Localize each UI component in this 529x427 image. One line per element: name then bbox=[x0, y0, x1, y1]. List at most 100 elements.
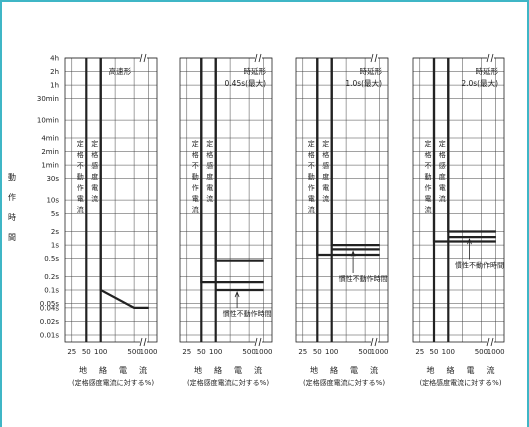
y-tick-label: 5s bbox=[51, 210, 59, 218]
type-label: 2.0s(最大) bbox=[461, 78, 498, 88]
type-label: 時延形 bbox=[476, 66, 499, 76]
x-tick-label: 50 bbox=[197, 348, 206, 356]
vertical-label-char: 定 bbox=[192, 139, 199, 148]
y-tick-label: 10min bbox=[37, 117, 59, 125]
x-tick-label: 50 bbox=[430, 348, 439, 356]
annotation-label: 慣性不動作時間 bbox=[223, 309, 272, 318]
axis-break-gap bbox=[140, 338, 147, 346]
vertical-label-char: 電 bbox=[322, 184, 329, 192]
vertical-label-char: 定 bbox=[439, 139, 446, 148]
x-axis-title-char: 電 bbox=[119, 366, 127, 375]
vertical-label-char: 流 bbox=[322, 194, 329, 203]
axis-break-mark bbox=[486, 337, 494, 347]
axis-break-gap bbox=[255, 338, 262, 346]
x-tick-label: 25 bbox=[67, 348, 76, 356]
y-tick-label: 10s bbox=[46, 197, 59, 205]
vertical-label-char: 度 bbox=[322, 172, 329, 181]
vertical-label-char: 格 bbox=[91, 150, 98, 159]
y-tick-label: 2s bbox=[51, 228, 59, 236]
axis-break-mark bbox=[254, 337, 262, 347]
panel-border bbox=[64, 57, 158, 343]
vertical-label-char: 定 bbox=[425, 139, 432, 148]
vertical-label-char: 動 bbox=[425, 172, 432, 181]
x-axis-subtitle: (定格感度電流に対する%) bbox=[303, 378, 385, 387]
vertical-label-char: 流 bbox=[206, 194, 213, 203]
type-label: 時延形 bbox=[360, 66, 383, 76]
x-tick-label: 500 bbox=[475, 348, 488, 356]
vertical-label-char: 電 bbox=[91, 184, 98, 192]
annotation-label: 慣性不動作時間 bbox=[455, 261, 504, 270]
axis-break-mark bbox=[486, 53, 494, 63]
vertical-label-char: 度 bbox=[206, 172, 213, 181]
x-tick-label: 1000 bbox=[371, 348, 389, 356]
x-axis-title-char: 地 bbox=[427, 365, 435, 375]
y-tick-label: 0.2s bbox=[44, 273, 59, 281]
axis-break-mark bbox=[254, 53, 262, 63]
x-axis-title-char: 電 bbox=[350, 366, 358, 375]
characteristic-line bbox=[200, 58, 264, 284]
x-tick-label: 100 bbox=[94, 348, 107, 356]
y-tick-label: 30s bbox=[46, 175, 59, 183]
vertical-label-char: 動 bbox=[308, 172, 315, 181]
x-axis-title-char: 流 bbox=[139, 365, 147, 375]
x-tick-label: 1000 bbox=[255, 348, 273, 356]
y-tick-label: 2min bbox=[41, 148, 59, 156]
y-tick-label: 1h bbox=[50, 82, 59, 90]
x-axis-title-char: 地 bbox=[79, 365, 87, 375]
vertical-label-char: 格 bbox=[77, 150, 84, 159]
characteristic-line bbox=[316, 58, 380, 257]
vertical-label-char: 定 bbox=[322, 139, 329, 148]
vertical-label-char: 度 bbox=[439, 172, 446, 181]
x-axis-subtitle: (定格感度電流に対する%) bbox=[419, 378, 501, 387]
vertical-label-char: 定 bbox=[206, 139, 213, 148]
characteristic-line bbox=[99, 58, 149, 309]
vertical-label-char: 流 bbox=[425, 205, 432, 214]
x-axis-subtitle: (定格感度電流に対する%) bbox=[72, 378, 154, 387]
y-tick-label: 0.1s bbox=[44, 287, 59, 295]
axis-break-gap bbox=[255, 54, 262, 62]
x-axis-title-char: 地 bbox=[310, 365, 318, 375]
vertical-label-char: 流 bbox=[308, 205, 315, 214]
vertical-label-char: 格 bbox=[308, 150, 315, 159]
y-axis-title-char: 作 bbox=[8, 192, 16, 202]
vertical-label-char: 流 bbox=[439, 194, 446, 203]
x-axis-title-char: 流 bbox=[487, 365, 495, 375]
x-tick-label: 500 bbox=[242, 348, 255, 356]
type-label: 高速形 bbox=[109, 66, 132, 76]
vertical-label-char: 動 bbox=[77, 172, 84, 181]
vertical-label-char: 流 bbox=[192, 205, 199, 214]
axis-break-mark bbox=[139, 53, 147, 63]
vertical-label-char: 不 bbox=[77, 162, 84, 170]
x-axis-title-char: 絡 bbox=[99, 365, 107, 375]
vertical-label-char: 不 bbox=[308, 162, 315, 170]
x-tick-label: 1000 bbox=[487, 348, 505, 356]
axis-break-gap bbox=[371, 54, 378, 62]
y-tick-label: 0.02s bbox=[40, 318, 60, 326]
vertical-label-char: 作 bbox=[308, 183, 315, 192]
x-axis-title-char: 電 bbox=[234, 366, 242, 375]
x-axis-title-char: 地 bbox=[194, 365, 202, 375]
y-axis-title-char: 間 bbox=[8, 233, 16, 242]
axis-break-gap bbox=[140, 54, 147, 62]
axis-break-mark bbox=[370, 337, 378, 347]
vertical-label-char: 電 bbox=[206, 184, 213, 192]
vertical-label-char: 作 bbox=[77, 183, 84, 192]
y-tick-label: 0.04s bbox=[40, 304, 60, 312]
panel-border bbox=[412, 57, 505, 343]
x-axis-title-char: 絡 bbox=[330, 365, 338, 375]
vertical-label-char: 電 bbox=[439, 184, 446, 192]
x-tick-label: 100 bbox=[442, 348, 455, 356]
vertical-label-char: 作 bbox=[425, 183, 432, 192]
vertical-label-char: 流 bbox=[77, 205, 84, 214]
x-tick-label: 25 bbox=[298, 348, 307, 356]
vertical-label-char: 作 bbox=[192, 183, 199, 192]
x-tick-label: 50 bbox=[313, 348, 322, 356]
y-tick-label: 2h bbox=[50, 68, 59, 76]
vertical-label-char: 感 bbox=[91, 161, 98, 170]
characteristic-line bbox=[432, 58, 496, 243]
characteristic-line bbox=[214, 58, 264, 262]
vertical-label-char: 度 bbox=[91, 172, 98, 181]
axis-break-mark bbox=[370, 53, 378, 63]
vertical-label-char: 感 bbox=[439, 161, 446, 170]
